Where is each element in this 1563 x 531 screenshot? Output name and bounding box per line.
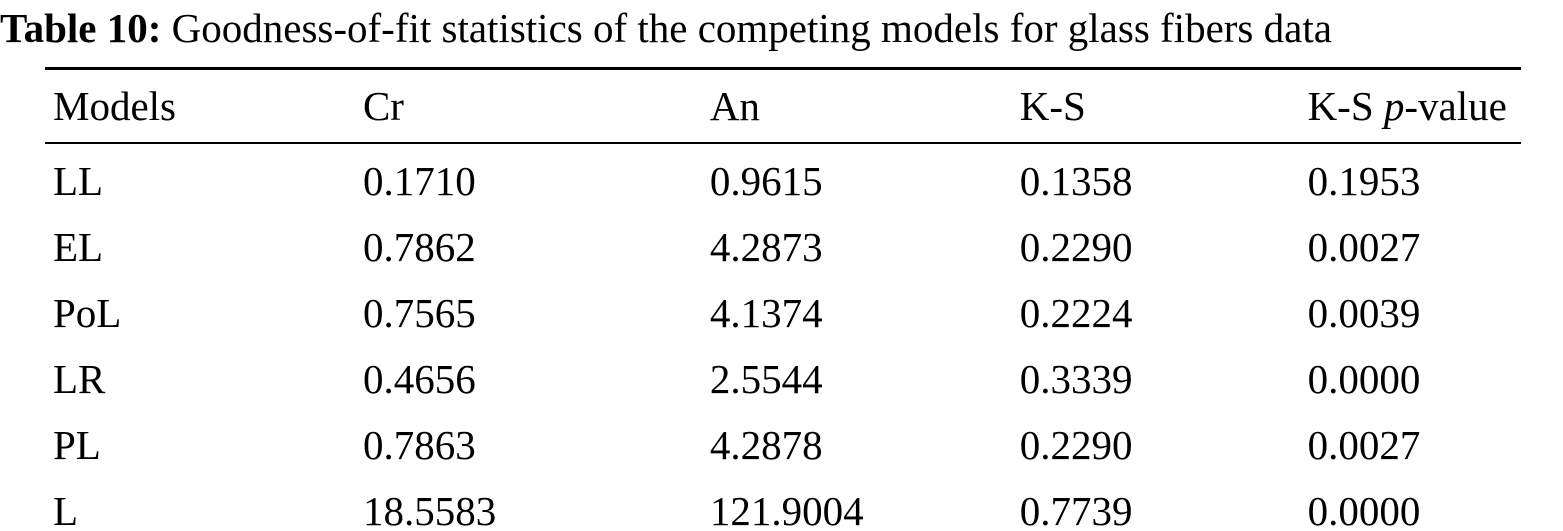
- ks-value-cell: 0.1358: [1019, 158, 1133, 205]
- table-row: LL 0.1710 0.9615 0.1358 0.1953: [45, 143, 1521, 214]
- cr-value-cell: 18.5583: [362, 488, 497, 531]
- ks-pvalue-italic-p: p: [1383, 83, 1405, 130]
- table-caption-text: Goodness-of-fit statistics of the compet…: [161, 5, 1332, 51]
- an-value-cell: 4.1374: [709, 290, 823, 337]
- table-caption-label: Table 10:: [0, 5, 162, 51]
- table-row: EL 0.7862 4.2873 0.2290 0.0027: [45, 214, 1521, 280]
- table-caption: Table 10: Goodness-of-fit statistics of …: [0, 4, 1563, 53]
- model-name-cell: LR: [53, 356, 106, 403]
- an-value-cell: 121.9004: [709, 488, 864, 531]
- column-header-ks-pvalue: K-S p-value: [1299, 68, 1521, 145]
- ks-pvalue-prefix: K-S: [1307, 83, 1384, 130]
- ks-pvalue-cell: 0.1953: [1307, 158, 1421, 205]
- model-name-cell: PL: [53, 422, 101, 469]
- cr-value-cell: 0.1710: [362, 158, 476, 205]
- table-header-row: Models Cr An K-S K-S p-value: [45, 68, 1521, 145]
- column-header-models: Models: [45, 68, 355, 145]
- cr-value-cell: 0.7862: [362, 224, 476, 271]
- ks-value-cell: 0.7739: [1019, 488, 1133, 531]
- column-header-an: An: [701, 68, 1012, 145]
- an-value-cell: 2.5544: [709, 356, 823, 403]
- model-name-cell: L: [53, 488, 79, 531]
- ks-pvalue-suffix: -value: [1404, 83, 1507, 130]
- cr-value-cell: 0.4656: [362, 356, 476, 403]
- ks-value-cell: 0.2290: [1019, 224, 1133, 271]
- an-value-cell: 4.2873: [709, 224, 823, 271]
- column-header-cr: Cr: [354, 68, 702, 145]
- column-header-ks: K-S: [1011, 68, 1300, 145]
- table-row: PL 0.7863 4.2878 0.2290 0.0027: [45, 412, 1521, 478]
- ks-pvalue-cell: 0.0027: [1307, 224, 1421, 271]
- table-row: PoL 0.7565 4.1374 0.2224 0.0039: [45, 280, 1521, 346]
- model-name-cell: EL: [53, 224, 104, 271]
- ks-pvalue-cell: 0.0027: [1307, 422, 1421, 469]
- model-name-cell: PoL: [53, 290, 122, 337]
- an-value-cell: 4.2878: [709, 422, 823, 469]
- ks-pvalue-cell: 0.0039: [1307, 290, 1421, 337]
- cr-value-cell: 0.7565: [362, 290, 476, 337]
- ks-value-cell: 0.2224: [1019, 290, 1133, 337]
- ks-pvalue-cell: 0.0000: [1307, 356, 1421, 403]
- model-name-cell: LL: [53, 158, 104, 205]
- ks-pvalue-cell: 0.0000: [1307, 488, 1421, 531]
- ks-value-cell: 0.2290: [1019, 422, 1133, 469]
- an-value-cell: 0.9615: [709, 158, 823, 205]
- goodness-of-fit-table: Models Cr An K-S K-S p-value LL 0.1710 0…: [45, 67, 1521, 531]
- table-row: L 18.5583 121.9004 0.7739 0.0000: [45, 478, 1521, 531]
- ks-value-cell: 0.3339: [1019, 356, 1133, 403]
- table-row: LR 0.4656 2.5544 0.3339 0.0000: [45, 346, 1521, 412]
- cr-value-cell: 0.7863: [362, 422, 476, 469]
